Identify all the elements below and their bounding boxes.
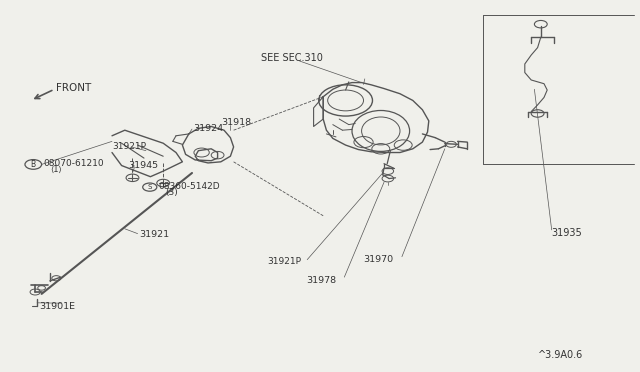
Text: 31921: 31921 <box>140 230 170 239</box>
Text: 31935: 31935 <box>552 228 582 237</box>
Text: SEE SEC.310: SEE SEC.310 <box>261 53 323 62</box>
Text: 31921P: 31921P <box>268 257 301 266</box>
Text: 08360-5142D: 08360-5142D <box>159 182 220 191</box>
Text: ⟨1⟩: ⟨1⟩ <box>50 165 61 174</box>
Text: ^3.9A0.6: ^3.9A0.6 <box>538 350 583 360</box>
Text: 31970: 31970 <box>364 255 394 264</box>
Text: 31921P: 31921P <box>112 142 146 151</box>
Text: FRONT: FRONT <box>56 83 92 93</box>
Text: (3): (3) <box>165 188 178 197</box>
Text: S: S <box>148 184 152 190</box>
Text: B: B <box>31 160 36 169</box>
Text: 31918: 31918 <box>221 118 251 126</box>
Text: 31978: 31978 <box>306 276 336 285</box>
Text: 31945: 31945 <box>128 161 158 170</box>
Text: 31924: 31924 <box>193 124 223 133</box>
Text: 31901E: 31901E <box>40 302 76 311</box>
Text: 08070-61210: 08070-61210 <box>43 159 104 168</box>
